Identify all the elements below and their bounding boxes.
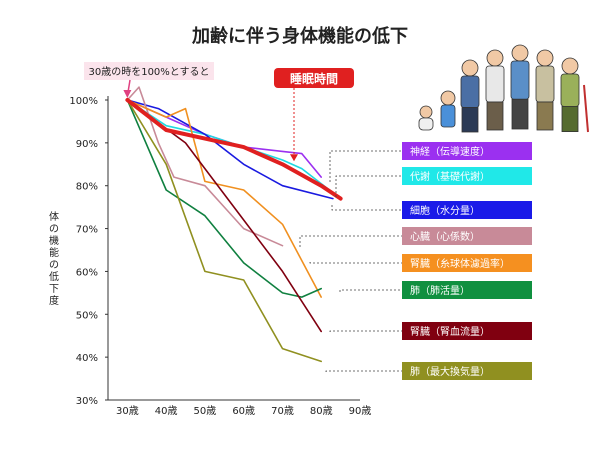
x-tick-label: 60歳 [232, 405, 255, 417]
legend-label: 神経（伝導速度） [410, 145, 490, 158]
legend-label: 腎臓（糸球体濾過率） [410, 257, 510, 270]
y-tick-label: 50% [76, 310, 98, 321]
x-tick-labels: 30歳 40歳 50歳 60歳 70歳 80歳 90歳 [116, 405, 371, 417]
legend-connector [329, 330, 402, 332]
series-line [126, 99, 323, 363]
sleep-pointer-arrowhead [290, 154, 298, 162]
baby-body-icon [418, 117, 434, 131]
y-axis-label: 体の機能の低下度 [49, 211, 59, 307]
legend-label: 腎臓（腎血流量） [410, 325, 490, 338]
annotation-arrowhead [123, 90, 132, 98]
person-legs-icon [561, 106, 579, 133]
series-lines [125, 86, 343, 363]
person-legs-icon [536, 101, 554, 131]
walking-cane-icon [583, 84, 589, 133]
person-head-icon [536, 49, 554, 67]
sleep-callout: 睡眠時間 [274, 68, 354, 162]
legend-swatch [402, 362, 532, 380]
annotation-text: 30歳の時を100%とすると [88, 66, 209, 78]
legend-swatch [402, 281, 532, 299]
legend-label: 肺（最大換気量） [410, 365, 490, 378]
chart-title: 加齢に伴う身体機能の低下 [191, 25, 408, 47]
person-body-icon [535, 65, 555, 103]
series-line [126, 99, 323, 333]
y-tick-label: 60% [76, 267, 98, 278]
series-line [126, 86, 284, 247]
child-body-icon [440, 104, 456, 128]
legend-swatch [402, 142, 532, 160]
legend: 神経（伝導速度） 代謝（基礎代謝） 細胞（水分量） 心臓（心係数） 腎臓（糸球体濾過率）… [299, 142, 532, 380]
y-tick-label: 100% [69, 96, 98, 107]
legend-connector [335, 175, 402, 197]
legend-label: 細胞（水分量） [410, 204, 480, 217]
y-tick-label: 70% [76, 225, 98, 236]
sleep-time-line [125, 98, 343, 201]
y-tick-labels: 100% 90% 80% 70% 60% 50% 40% 30% [69, 96, 108, 407]
person-head-icon [561, 57, 579, 75]
person-legs-icon [461, 107, 479, 133]
legend-connector [331, 205, 402, 211]
series-line [126, 99, 323, 298]
x-tick-label: 30歳 [116, 405, 139, 417]
legend-label: 心臓（心係数） [410, 230, 480, 243]
baseline-annotation: 30歳の時を100%とすると [84, 62, 214, 98]
person-head-icon [511, 44, 529, 62]
legend-swatch [402, 227, 532, 245]
y-tick-label: 80% [76, 182, 98, 193]
axes [107, 96, 360, 401]
sleep-label-text: 睡眠時間 [290, 71, 338, 86]
person-body-icon [560, 73, 580, 107]
person-legs-icon [511, 98, 529, 130]
legend-connector [309, 262, 402, 264]
person-body-icon [510, 60, 530, 100]
legend-connector [329, 150, 402, 182]
x-tick-label: 80歳 [310, 405, 333, 417]
series-line [126, 99, 334, 200]
legend-label: 肺（肺活量） [410, 285, 470, 297]
elderly-people-illustration-icon [418, 44, 589, 133]
y-tick-label: 30% [76, 396, 98, 407]
person-body-icon [460, 75, 480, 108]
legend-label: 代謝（基礎代謝） [410, 170, 490, 183]
child-head-icon [440, 90, 456, 106]
person-legs-icon [486, 101, 504, 131]
legend-swatch [402, 254, 532, 272]
annotation-box [84, 62, 214, 80]
x-tick-label: 70歳 [271, 405, 294, 417]
legend-connector [299, 235, 402, 247]
legend-connector [325, 370, 402, 372]
y-tick-label: 40% [76, 353, 98, 364]
legend-swatch [402, 201, 532, 219]
legend-swatch [402, 322, 532, 340]
legend-swatch [402, 167, 532, 185]
baby-head-icon [419, 105, 433, 119]
x-tick-label: 90歳 [349, 405, 372, 417]
person-head-icon [486, 49, 504, 67]
y-tick-label: 90% [76, 139, 98, 150]
x-tick-label: 40歳 [155, 405, 178, 417]
person-head-icon [461, 59, 479, 77]
person-body-icon [485, 65, 505, 103]
legend-connector [339, 289, 402, 292]
sleep-label-box [274, 68, 354, 88]
series-line [126, 99, 323, 298]
x-tick-label: 50歳 [194, 405, 217, 417]
